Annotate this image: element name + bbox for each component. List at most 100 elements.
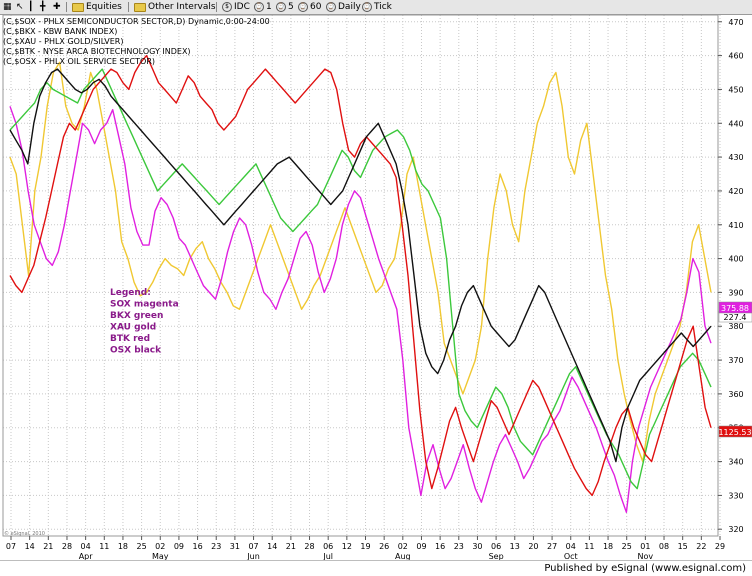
clock-icon: ⌚ [362, 2, 372, 12]
y-tick-label: 420 [728, 187, 743, 196]
y-tick-label: 320 [728, 525, 743, 534]
axes: 3203303403503603703803904004104204304404… [2, 15, 752, 560]
y-tick-label: 380 [728, 322, 743, 331]
clock-icon: ⌚ [254, 2, 264, 12]
interval-60-button[interactable]: ⌚ 60 [298, 0, 321, 14]
bar-icon[interactable]: ┃ [28, 2, 34, 12]
annotation-item: BTK red [110, 334, 150, 344]
interval-5-label: 5 [288, 2, 294, 12]
footer: Published by eSignal (www.esignal.com) [0, 560, 752, 576]
y-tick-label: 340 [728, 458, 743, 467]
month-label: Aug [395, 552, 411, 560]
x-tick-label: 14 [267, 542, 277, 551]
folder-icon [134, 2, 146, 12]
month-label: Sep [489, 552, 504, 560]
x-tick-label: 21 [286, 542, 296, 551]
x-tick-label: 06 [323, 542, 333, 551]
pointer-icon[interactable]: ↖ [16, 2, 24, 12]
x-tick-label: 26 [379, 542, 389, 551]
interval-tick-button[interactable]: ⌚ Tick [362, 0, 392, 14]
gridlines [3, 15, 721, 536]
interval-tick-label: Tick [374, 2, 392, 12]
y-tick-label: 360 [728, 390, 743, 399]
x-tick-label: 09 [174, 542, 184, 551]
x-tick-label: 08 [659, 542, 669, 551]
x-tick-label: 16 [192, 542, 202, 551]
plus-icon[interactable]: ✚ [53, 2, 61, 12]
interval-idc-button[interactable]: $ IDC [222, 0, 250, 14]
annotation-item: BKX green [110, 311, 163, 321]
last-value-label: 1125.53 [718, 428, 751, 437]
legend-header-line: (C,$BKX - KBW BANK INDEX) [3, 27, 117, 36]
month-label: Apr [79, 552, 94, 560]
crosshair-icon[interactable]: ╋ [40, 2, 46, 12]
x-tick-label: 07 [248, 542, 258, 551]
interval-5-button[interactable]: ⌚ 5 [276, 0, 294, 14]
x-tick-label: 19 [360, 542, 370, 551]
interval-1-label: 1 [266, 2, 272, 12]
interval-idc-label: IDC [234, 2, 250, 12]
y-tick-label: 400 [728, 255, 743, 264]
annotation-item: SOX magenta [110, 300, 179, 310]
y-tick-label: 370 [728, 356, 743, 365]
x-tick-label: 20 [528, 542, 538, 551]
clock-icon: ⌚ [298, 2, 308, 12]
y-tick-label: 390 [728, 288, 743, 297]
x-tick-label: 28 [62, 542, 72, 551]
y-tick-label: 460 [728, 52, 743, 61]
x-tick-label: 12 [342, 542, 352, 551]
y-tick-label: 470 [728, 18, 743, 27]
x-tick-label: 21 [43, 542, 53, 551]
x-tick-label: 18 [603, 542, 613, 551]
interval-daily-button[interactable]: ⌚ Daily [326, 0, 361, 14]
x-tick-label: 31 [230, 542, 240, 551]
x-tick-label: 28 [304, 542, 314, 551]
series-line-1 [9, 106, 712, 513]
legend-header-line: (C,$SOX - PHLX SEMICONDUCTOR SECTOR,D) D… [3, 17, 270, 26]
x-tick-label: 18 [118, 542, 128, 551]
series-line-2 [9, 68, 712, 490]
folder-icon [72, 2, 84, 12]
series-lines [9, 54, 712, 513]
x-tick-label: 23 [454, 542, 464, 551]
x-tick-label: 16 [435, 542, 445, 551]
other-intervals-label: Other Intervals [148, 2, 216, 12]
x-tick-label: 04 [566, 542, 576, 551]
month-label: Nov [638, 552, 654, 560]
legend-header: (C,$SOX - PHLX SEMICONDUCTOR SECTOR,D) D… [3, 17, 270, 66]
x-tick-label: 04 [81, 542, 91, 551]
y-tick-label: 330 [728, 491, 743, 500]
annotation-title: Legend: [110, 288, 151, 298]
series-line-4 [9, 68, 712, 463]
series-line-3 [9, 54, 712, 497]
x-tick-label: 02 [155, 542, 165, 551]
clock-icon: ⌚ [276, 2, 286, 12]
legend-header-line: (C,$OSX - PHLX OIL SERVICE SECTOR) [3, 57, 155, 66]
other-intervals-menu[interactable]: Other Intervals [134, 0, 216, 14]
grid-icon[interactable]: ▦ [3, 2, 12, 12]
x-tick-label: 01 [640, 542, 650, 551]
last-value-label: 227.4 [724, 313, 747, 322]
price-chart[interactable]: (C,$SOX - PHLX SEMICONDUCTOR SECTOR,D) D… [0, 15, 752, 560]
x-tick-label: 15 [678, 542, 688, 551]
plot-frame [2, 15, 719, 537]
clock-icon: $ [222, 2, 232, 12]
equities-menu[interactable]: Equities [72, 0, 122, 14]
y-tick-label: 450 [728, 85, 743, 94]
x-tick-label: 27 [547, 542, 557, 551]
annotation-item: OSX black [110, 346, 162, 356]
equities-label: Equities [86, 2, 122, 12]
interval-1-button[interactable]: ⌚ 1 [254, 0, 272, 14]
watermark: © eSignal, 2010 [4, 530, 45, 537]
toolbar: ▦ ↖ ┃ ╋ ✚ Equities Other Intervals $ IDC… [0, 0, 752, 15]
legend-header-line: (C,$BTK - NYSE ARCA BIOTECHNOLOGY INDEX) [3, 47, 191, 56]
clock-icon: ⌚ [326, 2, 336, 12]
last-value-badge [718, 425, 752, 438]
month-label: Oct [564, 552, 578, 560]
x-tick-label: 29 [715, 542, 725, 551]
series-line-0 [9, 61, 712, 463]
x-tick-label: 02 [398, 542, 408, 551]
month-label: May [152, 552, 169, 560]
